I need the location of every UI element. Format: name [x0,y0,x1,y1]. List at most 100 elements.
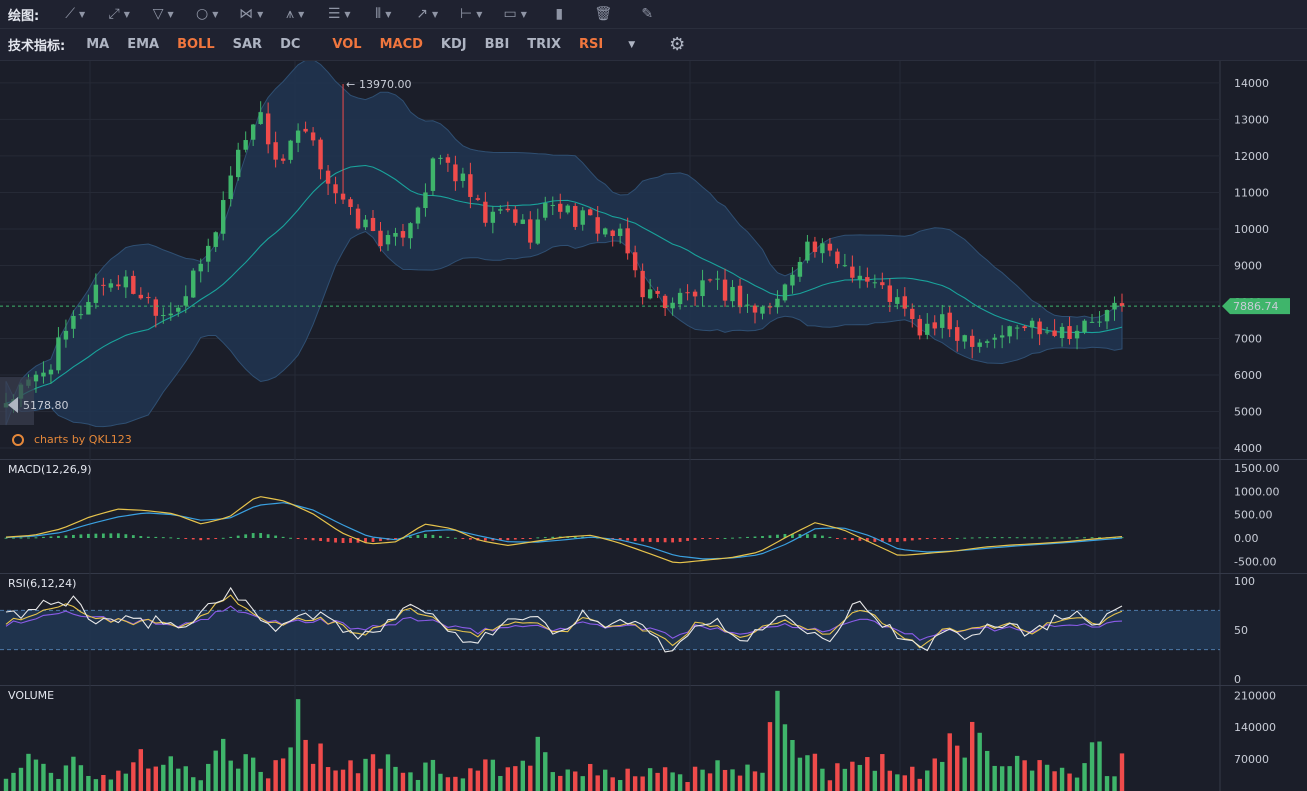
indicator-dc[interactable]: DC [280,37,301,52]
arrow-tool-button[interactable]: ↗ ▼ [405,0,449,28]
macd-bar [963,537,967,539]
line-tool-icon: ⟋ [65,6,76,22]
macd-bar [693,538,697,540]
candle-body [1074,330,1080,339]
volume-bar [93,779,99,791]
volume-bar [528,765,533,791]
indicator-macd[interactable]: MACD [379,37,423,52]
indicator-sar[interactable]: SAR [232,37,263,52]
macd-bar [1038,537,1042,539]
macd-bar [27,537,30,539]
ray-tool-button[interactable]: ⤢ ▼ [97,0,141,28]
macd-bar [1023,537,1027,539]
volume-bar [588,763,593,791]
macd-bar [244,534,248,538]
circle-tool-button[interactable]: ○ ▼ [185,0,229,28]
macd-bar [671,538,675,543]
chart-type-button[interactable]: ▮ [537,0,581,28]
gear-icon[interactable]: ⚙ [669,34,686,55]
channel-tool-button[interactable]: ▽ ▼ [141,0,185,28]
candle-body [977,342,982,347]
volume-bar [161,764,166,791]
candle-body [730,286,735,302]
volume-bar [273,760,278,791]
measure-tool-icon: ⊢ [460,6,473,22]
indicator-boll[interactable]: BOLL [177,37,215,52]
indicator-ma[interactable]: MA [86,37,110,52]
fib-tool-button[interactable]: ☰ ▼ [317,0,361,28]
candle-body [887,285,893,302]
volume-bar [1007,766,1012,791]
indicator-bar-label: 技术指标: [8,39,66,54]
volume-bar [1112,776,1117,791]
candle-body [767,306,773,308]
volume-bar [902,775,907,791]
macd-bar [925,538,929,539]
volume-bar [692,766,698,791]
candle-body [782,284,788,301]
macd-bar [161,537,165,539]
pen-button[interactable]: ✎ [625,0,669,28]
volume-bar [925,770,930,791]
candle-body [221,200,226,234]
macd-bar [176,537,180,539]
candle-body [917,318,922,336]
macd-bar [1015,537,1019,539]
volume-bar [992,765,997,791]
macd-bar [101,533,105,538]
indicator-kdj[interactable]: KDJ [440,37,467,52]
macd-bar [349,538,352,543]
macd-bar [1120,537,1124,539]
indicator-vol[interactable]: VOL [332,37,362,52]
wave-tool-button[interactable]: ⋈ ▼ [229,0,273,28]
comment-tool-button[interactable]: ▭ ▼ [493,0,537,28]
macd-bar [371,538,375,542]
indicator-ema[interactable]: EMA [127,37,160,52]
macd-bar [611,538,615,540]
candle-body [1112,302,1117,310]
indicator-rsi[interactable]: RSI [579,37,604,52]
macd-bar [873,538,877,542]
macd-bar [948,538,952,539]
volume-bar [1059,767,1065,791]
volume-bar [677,774,683,791]
volume-bar [213,750,218,791]
line-tool-button[interactable]: ⟋ ▼ [53,0,97,28]
macd-bar [379,538,382,542]
volume-bar [880,754,885,791]
candle-body [101,284,106,286]
candle-body [146,297,151,299]
macd-bar [364,538,367,543]
trading-chart[interactable]: 4000500060007000800090001000011000120001… [0,61,1307,791]
chevron-down-icon: ▼ [123,9,130,19]
rsi-tick-label: 0 [1234,673,1241,686]
macd-bar [124,534,128,538]
volume-bar [191,777,196,791]
macd-bar [753,536,757,538]
gann-tool-icon: ⦀ [375,6,382,22]
volume-bar [490,759,496,791]
low-marker-label: 5178.80 [23,399,69,412]
volume-bar [850,761,855,791]
sub-indicators: VOL MACD KDJ BBI TRIX RSI [323,37,612,52]
chart-type-icon: ▮ [555,6,564,22]
candle-body [41,372,46,377]
indicator-trix[interactable]: TRIX [527,37,562,52]
candle-body [910,308,915,320]
more-indicators-dropdown-icon[interactable]: ▼ [628,39,636,50]
volume-bar [565,769,570,791]
gann-tool-button[interactable]: ⦀ ▼ [361,0,405,28]
measure-tool-button[interactable]: ⊢ ▼ [449,0,493,28]
indicator-bbi[interactable]: BBI [484,37,510,52]
volume-bar [56,778,61,791]
candle-body [775,298,780,308]
volume-bar [221,738,226,791]
pattern-tool-button[interactable]: ⩚ ▼ [273,0,317,28]
candle-body [348,199,353,207]
candle-body [176,307,181,312]
macd-bar [154,536,158,538]
volume-bar [670,772,675,791]
macd-bar [341,538,345,543]
trash-button[interactable]: 🗑 [581,0,625,28]
volume-bar [325,767,331,791]
